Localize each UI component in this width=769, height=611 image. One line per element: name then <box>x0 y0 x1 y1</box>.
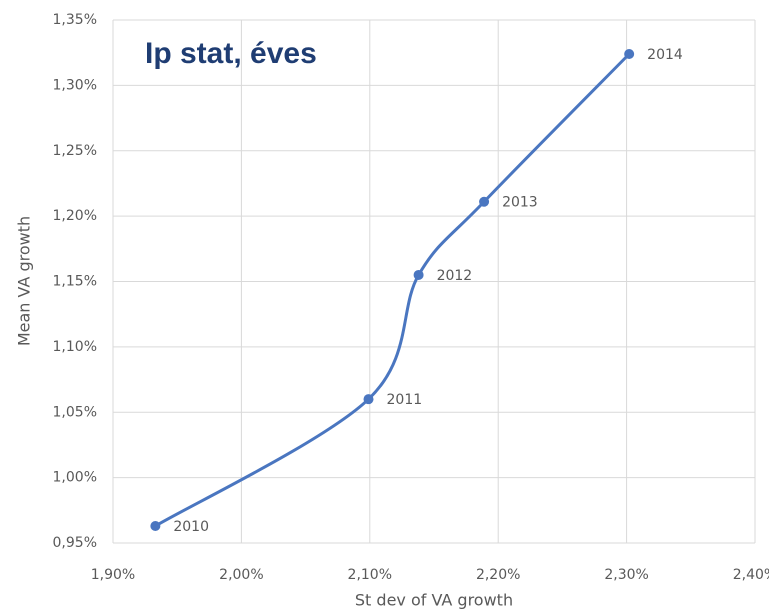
data-point <box>413 269 424 280</box>
y-tick-label: 0,95% <box>53 535 97 551</box>
y-tick-label: 1,00% <box>53 470 97 486</box>
y-tick-label: 1,35% <box>53 12 97 28</box>
x-tick-label: 1,90% <box>91 567 135 583</box>
data-point <box>479 196 490 207</box>
y-tick-label: 1,05% <box>53 404 97 420</box>
x-axis-title: St dev of VA growth <box>355 591 513 610</box>
point-label: 2013 <box>502 195 538 211</box>
point-label: 2011 <box>387 392 423 408</box>
x-tick-label: 2,10% <box>348 567 392 583</box>
x-tick-label: 2,30% <box>604 567 648 583</box>
data-point <box>150 521 161 532</box>
x-tick-label: 2,40% <box>733 567 769 583</box>
y-tick-label: 1,20% <box>53 208 97 224</box>
x-tick-label: 2,20% <box>476 567 520 583</box>
y-tick-label: 1,25% <box>53 143 97 159</box>
y-axis-title: Mean VA growth <box>15 216 34 346</box>
point-label: 2010 <box>173 519 209 535</box>
point-label: 2014 <box>647 47 683 63</box>
series-line <box>154 52 631 528</box>
x-tick-label: 2,00% <box>219 567 263 583</box>
data-point <box>363 394 374 405</box>
y-tick-label: 1,30% <box>53 77 97 93</box>
y-tick-label: 1,15% <box>53 274 97 290</box>
y-tick-label: 1,10% <box>53 339 97 355</box>
data-point <box>624 48 635 59</box>
chart-title: Ip stat, éves <box>145 37 317 70</box>
point-label: 2012 <box>437 268 473 284</box>
